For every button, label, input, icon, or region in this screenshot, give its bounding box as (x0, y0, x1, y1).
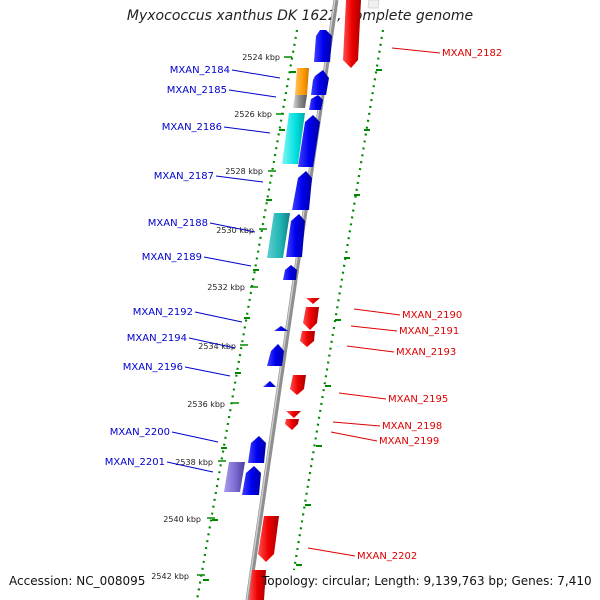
kbp-label: 2540 kbp (163, 515, 201, 524)
gene-label: MXAN_2190 (402, 310, 462, 321)
kbp-label: 2526 kbp (234, 110, 272, 119)
gene-label: MXAN_2188 (148, 218, 208, 229)
leader-line (307, 547, 356, 557)
kbp-scale: 2524 kbp 2526 kbp 2528 kbp 2530 kbp 2532… (151, 53, 292, 581)
gene-label: MXAN_2187 (154, 171, 214, 182)
forward-gene (248, 436, 266, 463)
gene-label: MXAN_2182 (442, 48, 502, 59)
forward-gene (263, 381, 276, 387)
forward-gene (283, 265, 297, 280)
gene-block-cyan (282, 113, 305, 164)
gene-label: MXAN_2185 (167, 85, 227, 96)
forward-genes (242, 30, 332, 495)
leader-line (332, 421, 381, 427)
gene-block-teal (267, 213, 290, 258)
gene-label: MXAN_2192 (133, 307, 193, 318)
gene-label: MXAN_2189 (142, 252, 202, 263)
leader-line (231, 69, 281, 79)
forward-gene (314, 30, 332, 62)
reverse-gene (290, 375, 306, 395)
gene-label: MXAN_2184 (170, 65, 230, 76)
reverse-gene (343, 0, 361, 68)
gene-label: MXAN_2191 (399, 326, 459, 337)
forward-gene (292, 171, 312, 210)
reverse-gene (258, 516, 279, 562)
annotation-blocks (224, 68, 309, 492)
kbp-label: 2536 kbp (187, 400, 225, 409)
leader-line (203, 256, 252, 267)
gene-label: MXAN_2201 (105, 457, 165, 468)
reverse-gene (249, 570, 266, 600)
leader-line (194, 311, 243, 323)
gene-block-gray (293, 95, 307, 108)
leader-line (215, 175, 264, 183)
kbp-label: 2534 kbp (198, 342, 236, 351)
track-dashes (203, 69, 382, 581)
reverse-gene (285, 419, 299, 430)
gene-block-orange (295, 68, 309, 95)
leader-line (228, 89, 277, 98)
gene-label: MXAN_2195 (388, 394, 448, 405)
forward-gene (242, 466, 261, 495)
kbp-label: 2528 kbp (225, 167, 263, 176)
gene-label: MXAN_2196 (123, 362, 183, 373)
kbp-label: 2524 kbp (242, 53, 280, 62)
forward-gene (309, 95, 323, 110)
leader-line (171, 431, 219, 443)
kbp-label: 2530 kbp (216, 226, 254, 235)
leader-line (350, 325, 398, 332)
leader-line (166, 461, 214, 473)
reverse-gene-outline (367, 0, 380, 9)
reverse-gene (306, 298, 320, 304)
leader-line (209, 222, 256, 233)
reverse-gene (300, 331, 315, 347)
genome-summary-text: Topology: circular; Length: 9,139,763 bp… (262, 574, 592, 588)
right-gene-labels: MXAN_2182 MXAN_2190 MXAN_2191 MXAN_2193 … (307, 47, 502, 562)
gene-block-purple (224, 462, 245, 492)
leader-line (346, 345, 395, 353)
gene-label: MXAN_2200 (110, 427, 170, 438)
forward-gene (274, 326, 288, 331)
gene-label: MXAN_2194 (127, 333, 187, 344)
left-gene-labels: MXAN_2184 MXAN_2185 MXAN_2186 MXAN_2187 … (105, 65, 281, 473)
forward-gene (267, 344, 284, 366)
reverse-genes (249, 0, 380, 600)
gene-label: MXAN_2186 (162, 122, 222, 133)
gene-label: MXAN_2198 (382, 421, 442, 432)
forward-gene (311, 70, 329, 95)
map-title: Myxococcus xanthus DK 1622, complete gen… (126, 8, 474, 24)
leader-line (188, 337, 236, 349)
leader-line (223, 126, 271, 134)
right-dotted-track (292, 29, 385, 571)
kbp-label: 2538 kbp (175, 458, 213, 467)
reverse-gene (303, 307, 319, 330)
gene-label: MXAN_2193 (396, 347, 456, 358)
reverse-gene (286, 411, 301, 418)
forward-gene (298, 115, 320, 167)
kbp-label: 2532 kbp (207, 283, 245, 292)
accession-text: Accession: NC_008095 (9, 574, 146, 588)
leader-line (338, 392, 387, 400)
gene-label: MXAN_2199 (379, 436, 439, 447)
gene-label: MXAN_2202 (357, 551, 417, 562)
leader-line (330, 431, 378, 442)
leader-line (353, 308, 401, 316)
forward-gene (286, 214, 305, 257)
kbp-label: 2542 kbp (151, 572, 189, 581)
leader-line (184, 366, 231, 377)
leader-line (391, 47, 441, 54)
